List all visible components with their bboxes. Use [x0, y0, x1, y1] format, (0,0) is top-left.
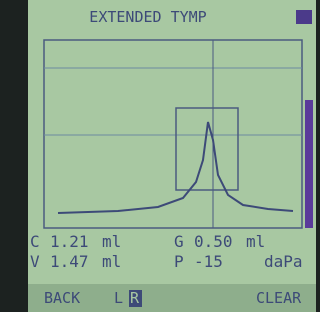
reading-unit: daPa — [264, 252, 303, 271]
screen-graphics: EXTENDED TYMP C 1.21 ml G 0.50 ml V 1.47 ml P -15 d… — [28, 0, 316, 312]
reading-label: V — [30, 252, 40, 271]
reading-unit: ml — [246, 232, 265, 251]
scale-bar — [305, 100, 313, 228]
reading-value: -15 — [194, 252, 223, 271]
normal-box — [176, 108, 238, 190]
page: {"header": {"title": "EXTENDED TYMP"}, "… — [0, 0, 316, 312]
status-icon — [296, 10, 312, 24]
reading-value: 1.21 — [50, 232, 89, 251]
reading-value: 1.47 — [50, 252, 89, 271]
reading-value: 0.50 — [194, 232, 233, 251]
title: EXTENDED TYMP — [89, 8, 206, 26]
reading-label: P — [174, 252, 184, 271]
reading-label: C — [30, 232, 40, 251]
device-screen: EXTENDED TYMP C 1.21 ml G 0.50 ml V 1.47 ml P -15 d… — [28, 0, 316, 312]
reading-unit: ml — [102, 232, 121, 251]
reading-unit: ml — [102, 252, 121, 271]
reading-label: G — [174, 232, 184, 251]
